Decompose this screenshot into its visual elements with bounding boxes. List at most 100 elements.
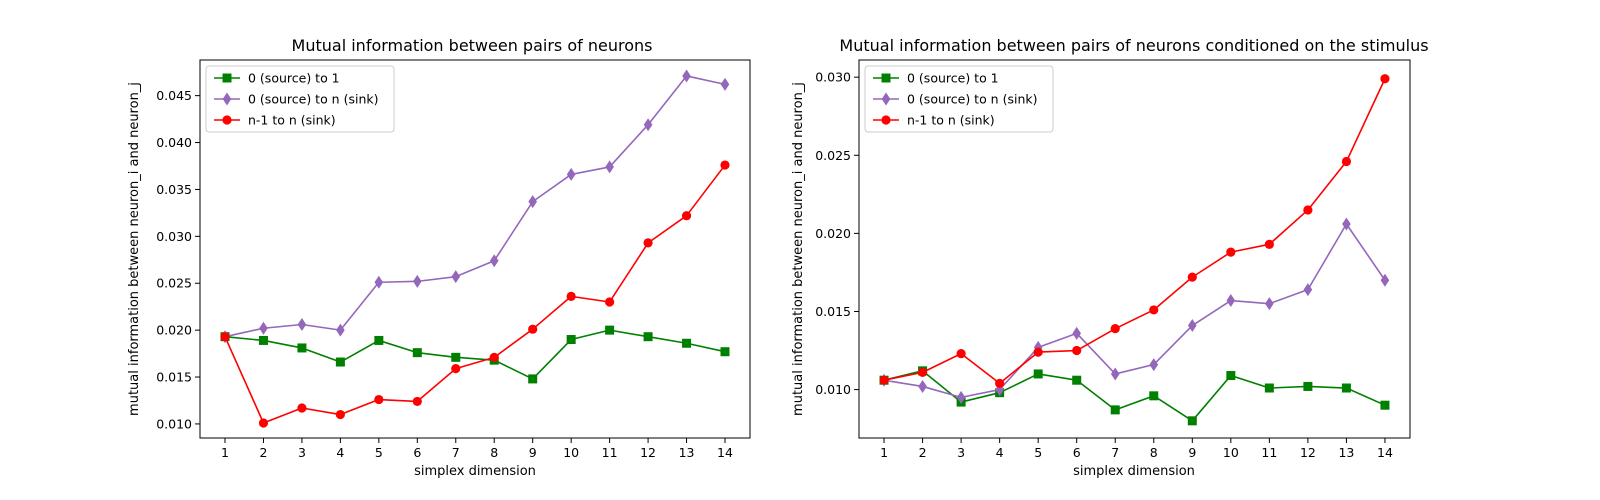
series-line <box>224 164 726 424</box>
data-point <box>682 69 691 83</box>
chart-title: Mutual information between pairs of neur… <box>292 36 653 55</box>
x-tick-label: 1 <box>880 445 888 460</box>
x-tick-label: 10 <box>1223 445 1239 460</box>
data-point <box>956 349 966 359</box>
x-tick-label: 10 <box>563 445 579 460</box>
data-point <box>528 195 537 209</box>
data-point <box>917 367 928 377</box>
data-point <box>412 396 422 407</box>
data-point <box>995 378 1005 388</box>
x-tick-label: 8 <box>1150 445 1158 460</box>
data-point <box>335 409 345 420</box>
x-tick-label: 3 <box>957 445 965 460</box>
data-point <box>720 347 730 357</box>
data-point <box>1226 247 1236 257</box>
x-tick-label: 13 <box>1338 445 1354 460</box>
y-tick-label: 0.020 <box>815 226 851 241</box>
x-tick-label: 11 <box>1261 445 1277 460</box>
data-point <box>1072 326 1082 340</box>
data-point <box>451 270 461 284</box>
x-tick-label: 14 <box>717 445 733 460</box>
data-point <box>1264 383 1274 393</box>
x-tick-label: 2 <box>919 445 927 460</box>
legend-box <box>205 65 395 133</box>
data-point <box>1303 205 1313 215</box>
legend-marker <box>222 115 232 125</box>
y-tick-label: 0.015 <box>815 304 851 319</box>
y-tick-label: 0.010 <box>815 382 851 397</box>
data-point <box>1033 369 1043 379</box>
y-tick-label: 0.015 <box>156 370 192 385</box>
series-0-source-to-n-sink <box>879 217 1390 404</box>
data-point <box>374 394 384 405</box>
series-0-source-to-1 <box>220 325 730 384</box>
data-point <box>1033 347 1043 357</box>
data-point <box>1341 156 1352 167</box>
legend-marker <box>881 115 891 125</box>
data-point <box>681 211 692 221</box>
data-point <box>1303 381 1313 391</box>
data-point <box>566 167 576 181</box>
data-point <box>1110 324 1120 334</box>
x-tick-label: 2 <box>259 445 267 460</box>
x-tick-label: 3 <box>298 445 306 460</box>
legend-marker <box>881 92 891 106</box>
y-tick-label: 0.030 <box>156 229 192 244</box>
legend-box <box>864 65 1054 133</box>
data-point <box>566 335 576 345</box>
data-point <box>1226 294 1236 308</box>
x-tick-label: 1 <box>221 445 229 460</box>
legend-label: 0 (source) to 1 <box>248 71 340 86</box>
data-point <box>412 348 422 358</box>
data-point <box>1187 416 1197 426</box>
data-point <box>643 332 653 342</box>
legend-item-0-source-to-1: 0 (source) to 1 <box>214 71 340 86</box>
chart-panel-conditioned-mutual-information: Mutual information between pairs of neur… <box>791 36 1429 479</box>
data-point <box>1303 283 1313 297</box>
x-tick-label: 13 <box>679 445 695 460</box>
x-tick-label: 7 <box>452 445 460 460</box>
legend-label: 0 (source) to 1 <box>907 71 999 86</box>
legend-item-0-source-to-n-sink: 0 (source) to n (sink) <box>214 92 378 107</box>
x-axis-ticks: 1 2 3 4 5 6 7 8 9 10 11 12 13 14 <box>880 438 1393 460</box>
data-point <box>1110 405 1120 415</box>
y-tick-label: 0.035 <box>156 182 192 197</box>
data-point <box>566 291 576 301</box>
data-point <box>374 335 384 345</box>
data-point <box>220 332 230 342</box>
y-axis-label: mutual information between neuron_i and … <box>127 82 142 416</box>
legend-label: n-1 to n (sink) <box>248 113 336 128</box>
data-point <box>297 403 307 413</box>
x-axis-label: simplex dimension <box>414 464 536 479</box>
legend-label: 0 (source) to n (sink) <box>907 92 1037 107</box>
x-tick-label: 5 <box>375 445 383 460</box>
data-point <box>879 375 889 385</box>
y-axis-label: mutual information between neuron_i and … <box>791 82 806 416</box>
series-n-1-to-n-sink <box>220 160 730 428</box>
data-point <box>1380 273 1390 287</box>
series-layer <box>220 69 730 428</box>
x-tick-label: 12 <box>1300 445 1316 460</box>
data-point <box>605 160 614 174</box>
legend-label: n-1 to n (sink) <box>907 113 995 128</box>
data-point <box>605 297 615 307</box>
y-tick-label: 0.020 <box>156 323 192 338</box>
data-point <box>336 323 345 337</box>
data-point <box>451 352 461 362</box>
data-point <box>297 343 307 353</box>
plot-area <box>199 59 751 439</box>
x-axis-label: simplex dimension <box>1073 464 1195 479</box>
y-tick-label: 0.030 <box>815 70 851 85</box>
legend-marker <box>222 73 232 83</box>
legend: 0 (source) to 1 0 (source) to n (sink) n-1… <box>864 65 1054 133</box>
x-tick-label: 4 <box>996 445 1004 460</box>
legend-item-n-1-to-n-sink: n-1 to n (sink) <box>873 113 995 128</box>
x-tick-label: 12 <box>640 445 656 460</box>
data-point <box>1380 74 1390 84</box>
x-tick-label: 7 <box>1111 445 1119 460</box>
data-point <box>1110 367 1120 381</box>
x-axis-ticks: 1 2 3 4 5 6 7 8 9 10 11 12 13 14 <box>221 438 733 460</box>
y-tick-label: 0.025 <box>156 276 192 291</box>
data-point <box>258 418 269 428</box>
